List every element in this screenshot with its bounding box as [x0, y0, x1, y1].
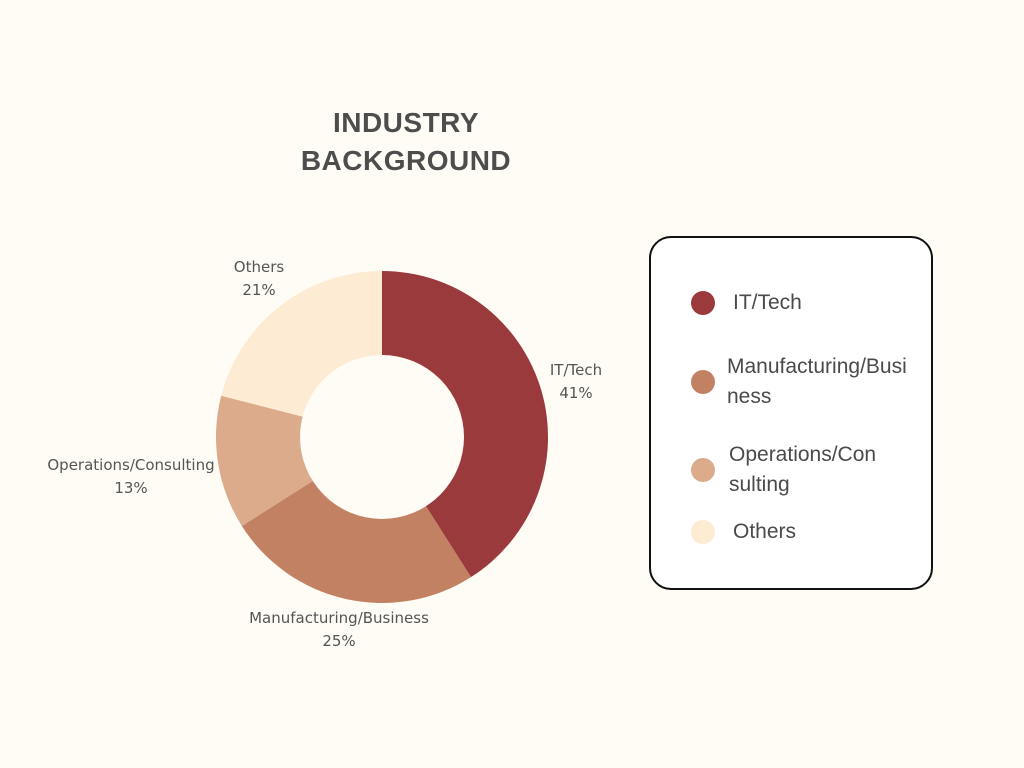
legend-swatch-icon — [691, 370, 715, 394]
chart-title-line-2: BACKGROUND — [300, 145, 512, 176]
legend-label: Others — [733, 520, 797, 543]
legend-swatch-icon — [691, 291, 715, 315]
donut-slice-manufacturing-business — [241, 437, 471, 603]
legend-item-operations-consulting: Operations/Consulting — [691, 440, 879, 500]
slice-label-manufacturing-business: Manufacturing/Business 25% — [249, 609, 429, 650]
chart-title: INDUSTRY BACKGROUND — [256, 104, 556, 180]
legend-item-manufacturing-business: Manufacturing/Business — [691, 352, 917, 412]
legend-label: Manufacturing/Business — [727, 355, 907, 408]
slice-label-others: Others 21% — [233, 258, 285, 299]
slice-label-it-tech: IT/Tech 41% — [549, 361, 603, 402]
chart-title-line-1: INDUSTRY — [332, 107, 480, 138]
legend-swatch-icon — [691, 520, 715, 544]
donut-hole — [300, 355, 464, 519]
legend-label: IT/Tech — [733, 291, 802, 314]
legend-item-it-tech: IT/Tech — [691, 288, 923, 318]
slice-label-operations-consulting: Operations/Consulting 13% — [47, 456, 215, 497]
legend-swatch-icon — [691, 458, 715, 482]
legend-item-others: Others — [691, 517, 923, 547]
chart-legend: IT/Tech Manufacturing/Business Operation… — [649, 236, 933, 590]
legend-label: Operations/Consulting — [729, 443, 877, 496]
